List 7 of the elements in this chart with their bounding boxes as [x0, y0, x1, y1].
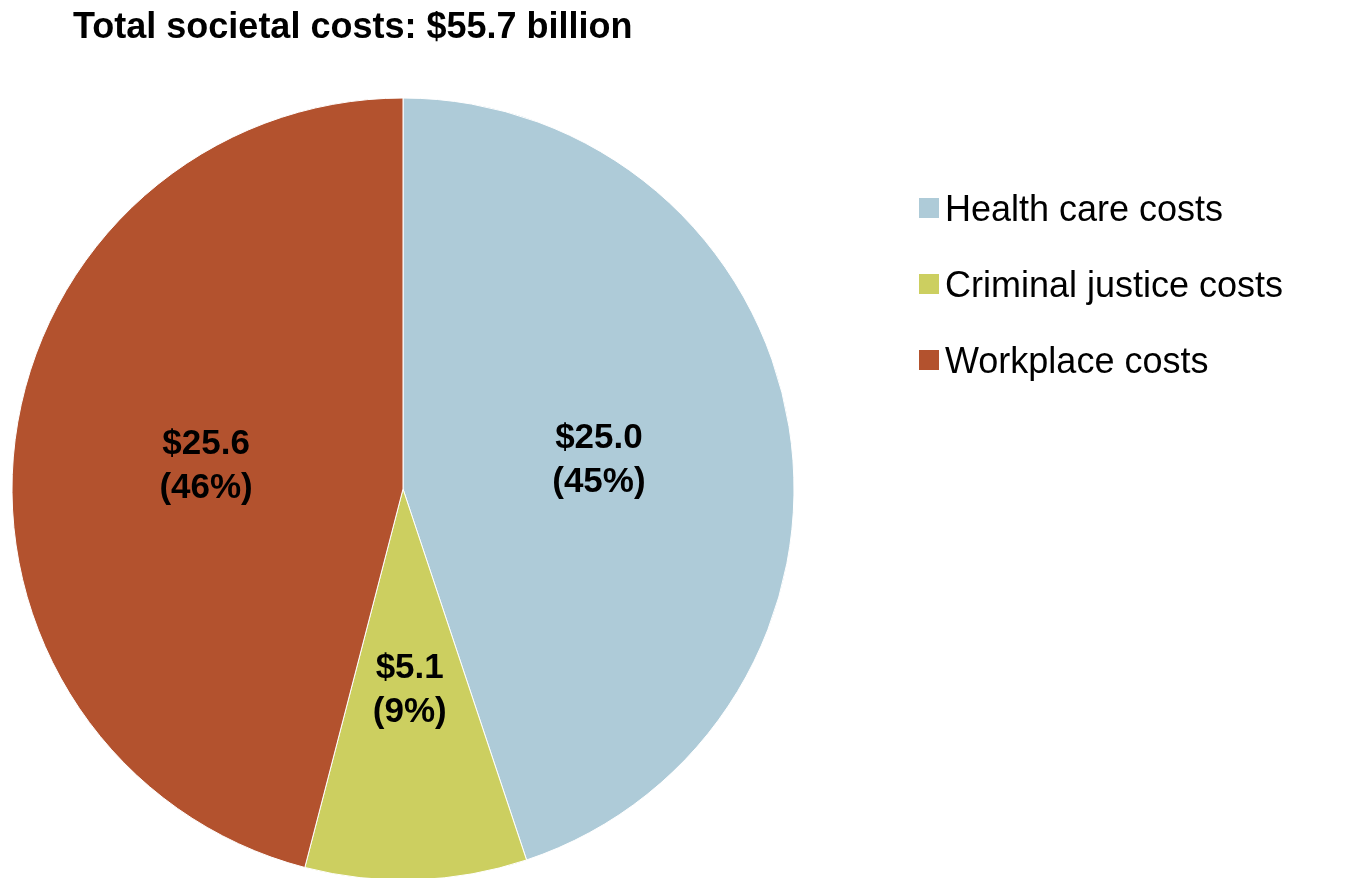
- data-label: $25.0 (45%): [552, 415, 646, 499]
- legend-label: Criminal justice costs: [945, 263, 1284, 305]
- legend-label: Health care costs: [945, 187, 1224, 229]
- data-label: $25.6 (46%): [159, 422, 253, 506]
- data-label: $5.1 (9%): [372, 645, 447, 729]
- chart-title: Total societal costs: $55.7 billion: [73, 4, 633, 46]
- legend-label: Workplace costs: [945, 339, 1209, 381]
